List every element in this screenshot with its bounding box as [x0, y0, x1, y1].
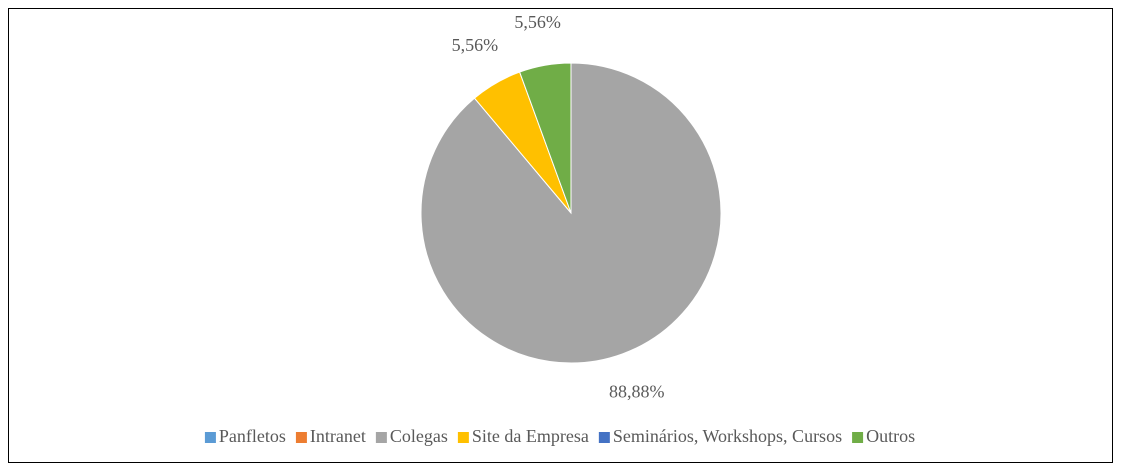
legend-swatch	[457, 432, 469, 443]
data-label: 5,56%	[514, 12, 561, 32]
legend-label: Colegas	[390, 426, 448, 446]
data-label: 5,56%	[452, 35, 499, 55]
legend-swatch	[852, 432, 864, 443]
legend-label: Panfletos	[219, 426, 286, 446]
legend-label: Site da Empresa	[472, 426, 589, 446]
legend-swatch	[375, 432, 387, 443]
legend-label: Seminários, Workshops, Cursos	[613, 426, 842, 446]
data-label: 88,88%	[609, 382, 665, 402]
legend-swatch	[204, 432, 216, 443]
legend-swatch	[598, 432, 610, 443]
pie-slice	[519, 62, 572, 214]
legend-swatch	[295, 432, 307, 443]
legend-label: Outros	[866, 426, 915, 446]
legend-label: Intranet	[310, 426, 366, 446]
